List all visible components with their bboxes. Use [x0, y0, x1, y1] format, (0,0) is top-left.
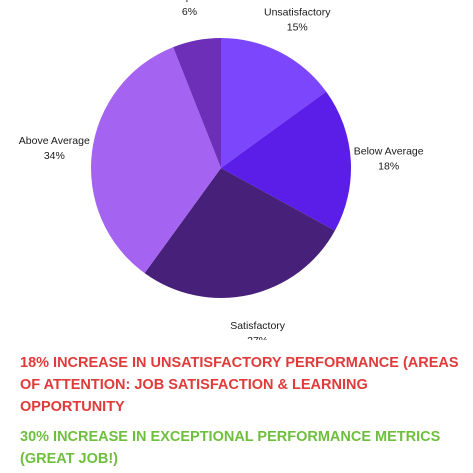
pie-slices [91, 38, 351, 298]
unsatisfactory-callout: 18% INCREASE IN UNSATISFACTORY PERFORMAN… [20, 355, 459, 415]
pie-value-unsatisfactory: 15% [287, 21, 308, 33]
pie-value-satisfactory: 27% [247, 335, 268, 340]
pie-slice-above-average [91, 47, 222, 274]
pie-labels: Unsatisfactory 15% Below Average 18% Satisfa… [19, 0, 424, 340]
pie-slice-satisfactory [144, 168, 335, 298]
pie-value-exceptional: 6% [182, 6, 197, 18]
pie-value-above-average: 34% [44, 150, 65, 162]
pie-chart: Unsatisfactory 15% Below Average 18% Satisfa… [19, 0, 424, 340]
pie-label-unsatisfactory: Unsatisfactory [264, 6, 331, 18]
pie-value-below-average: 18% [378, 160, 399, 172]
exceptional-callout: 30% INCREASE IN EXCEPTIONAL PERFORMANCE … [20, 429, 441, 467]
pie-label-satisfactory: Satisfactory [230, 320, 286, 332]
pie-label-above-average: Above Average [19, 135, 90, 147]
pie-slice-below-average [221, 91, 351, 231]
pie-label-exceptional: Exceptional [162, 0, 216, 3]
pie-slice-exceptional [173, 38, 221, 168]
pie-slice-unsatisfactory [221, 38, 327, 168]
pie-label-below-average: Below Average [354, 145, 424, 157]
